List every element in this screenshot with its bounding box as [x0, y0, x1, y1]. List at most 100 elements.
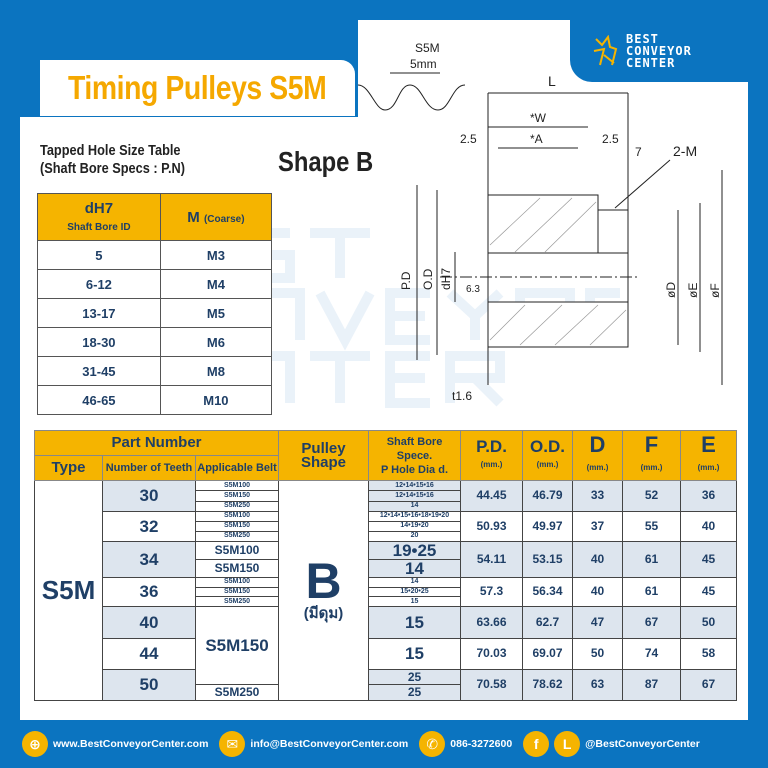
e-cell: 45	[680, 576, 737, 607]
type-cell: S5M	[34, 480, 103, 701]
belt-cell: S5M150	[195, 586, 279, 598]
specs-table: Part Number Pulley Shape Shaft Bore Spec…	[34, 430, 737, 701]
table-row: 34 S5M100 19•25 54.11 53.15 40 61 45	[35, 540, 737, 578]
belt-cell: S5M100	[195, 576, 279, 588]
pd-cell: 57.3	[460, 576, 523, 607]
bore-cell: 20	[368, 530, 461, 542]
svg-text:2-M: 2-M	[673, 143, 697, 159]
od-cell: 46.79	[522, 480, 573, 512]
svg-text:dH7: dH7	[439, 268, 453, 290]
bore-range: 13-17	[37, 298, 161, 328]
d-cell: 47	[572, 605, 623, 639]
bore-range: 6-12	[37, 269, 161, 299]
pd-cell: 70.03	[460, 637, 523, 670]
belt-cell: S5M250	[195, 596, 279, 607]
teeth-cell: 50	[102, 668, 196, 701]
bore-cell: 12•14•15•16	[368, 490, 461, 502]
social-handle[interactable]: @BestConveyorCenter	[585, 738, 700, 750]
tapped-row: 46-65 M10	[37, 385, 273, 415]
table-row: 50 25 70.58 78.62 63 87 67	[35, 668, 737, 701]
pd-cell: 44.45	[460, 480, 523, 512]
od-cell: 78.62	[522, 668, 573, 701]
table-row: S5M 30 S5M100 B (มีดุม) 12•14•15•16 44.45 46.79…	[34, 479, 737, 701]
od-cell: 49.97	[522, 510, 573, 542]
belt-cell: S5M150	[195, 558, 279, 578]
pd-cell: 70.58	[460, 668, 523, 701]
pd-cell: 54.11	[460, 540, 523, 578]
belt-cell: S5M250	[195, 684, 279, 701]
teeth-cell: 34	[102, 540, 196, 578]
e-cell: 50	[680, 605, 737, 639]
tapped-table-title: Tapped Hole Size Table (Shaft Bore Specs …	[40, 142, 186, 177]
e-cell: 58	[680, 637, 737, 670]
svg-text:øE: øE	[686, 283, 700, 298]
d-cell: 40	[572, 576, 623, 607]
svg-text:2.5: 2.5	[602, 132, 619, 146]
globe-icon: ⊕	[22, 731, 48, 757]
svg-text:7: 7	[635, 145, 642, 159]
logo: BEST CONVEYOR CENTER	[570, 20, 748, 82]
e-cell: 67	[680, 668, 737, 701]
belt-cell: S5M150	[195, 490, 279, 502]
tapped-row: 6-12 M4	[37, 269, 273, 299]
thread-size: M5	[159, 298, 273, 328]
pd-cell: 50.93	[460, 510, 523, 542]
d-cell: 50	[572, 637, 623, 670]
d-cell: 40	[572, 540, 623, 578]
shape-note: (มีดุม)	[303, 605, 344, 623]
thread-size: M8	[159, 356, 273, 386]
shape-letter: B	[305, 553, 342, 610]
d-cell: 63	[572, 668, 623, 701]
pulley-shape-cell: B (มีดุม)	[278, 480, 369, 701]
facebook-icon[interactable]: f	[523, 731, 550, 757]
f-cell: 52	[622, 480, 681, 512]
email-link[interactable]: info@BestConveyorCenter.com	[250, 738, 409, 750]
svg-text:*A: *A	[530, 132, 543, 146]
table-row: 32 S5M100 12•14•15•16•18•19•20 50.93 49.97 37…	[35, 510, 737, 542]
tapped-row: 5 M3	[37, 240, 273, 270]
table-row: 40 S5M150 15 63.66 62.7 47 67 50	[35, 605, 737, 686]
bore-range: 31-45	[37, 356, 161, 386]
website-link[interactable]: www.BestConveyorCenter.com	[53, 738, 209, 750]
belt-cell: S5M100	[195, 510, 279, 522]
svg-text:6.3: 6.3	[466, 284, 480, 295]
e-cell: 40	[680, 510, 737, 542]
svg-text:P.D: P.D	[399, 271, 413, 290]
od-cell: 56.34	[522, 576, 573, 607]
teeth-cell: 32	[102, 510, 196, 542]
od-cell: 62.7	[522, 605, 573, 639]
bore-cell: 14	[368, 500, 461, 512]
svg-text:øD: øD	[664, 282, 678, 298]
od-cell: 53.15	[522, 540, 573, 578]
tapped-hole-table: dH7 Shaft Bore ID M (Coarse) 5 M3 6-12 M4 13-…	[37, 193, 273, 415]
teeth-cell: 36	[102, 576, 196, 607]
table-row: S5M250 14	[35, 500, 737, 512]
pulley-diagram: S5M 5mm L *W *A 2.5 2.5 7 2-M P.D O.D dH…	[357, 41, 723, 403]
bore-range: 5	[37, 240, 161, 270]
bore-cell: 12•14•15•16	[368, 479, 461, 492]
bore-range: 46-65	[37, 385, 161, 415]
belt-cell: S5M100	[195, 540, 279, 560]
thread-size: M6	[159, 327, 273, 357]
f-cell: 74	[622, 637, 681, 670]
pd-cell: 63.66	[460, 605, 523, 639]
svg-text:*W: *W	[530, 111, 547, 125]
bore-cell: 15	[368, 596, 461, 607]
svg-text:øF: øF	[708, 283, 722, 298]
bore-cell: 15	[368, 637, 461, 670]
footer: ⊕ www.BestConveyorCenter.com ✉ info@BestCo…	[22, 730, 706, 758]
teeth-cell: 30	[102, 480, 196, 512]
belt-cell: S5M150	[195, 605, 279, 686]
table-row: 36 S5M100 14 57.3 56.34 40 61 45	[35, 576, 737, 607]
bore-cell: 14	[368, 558, 461, 578]
f-cell: 87	[622, 668, 681, 701]
bore-cell: 15	[368, 605, 461, 639]
thread-size: M4	[159, 269, 273, 299]
bore-cell: 12•14•15•16•18•19•20	[368, 510, 461, 522]
part-number-header: Part Number	[34, 430, 279, 456]
line-icon[interactable]: L	[554, 731, 581, 757]
teeth-cell: 40	[102, 605, 196, 639]
od-cell: 69.07	[522, 637, 573, 670]
phone-number[interactable]: 086-3272600	[450, 738, 513, 750]
svg-text:2.5: 2.5	[460, 132, 477, 146]
